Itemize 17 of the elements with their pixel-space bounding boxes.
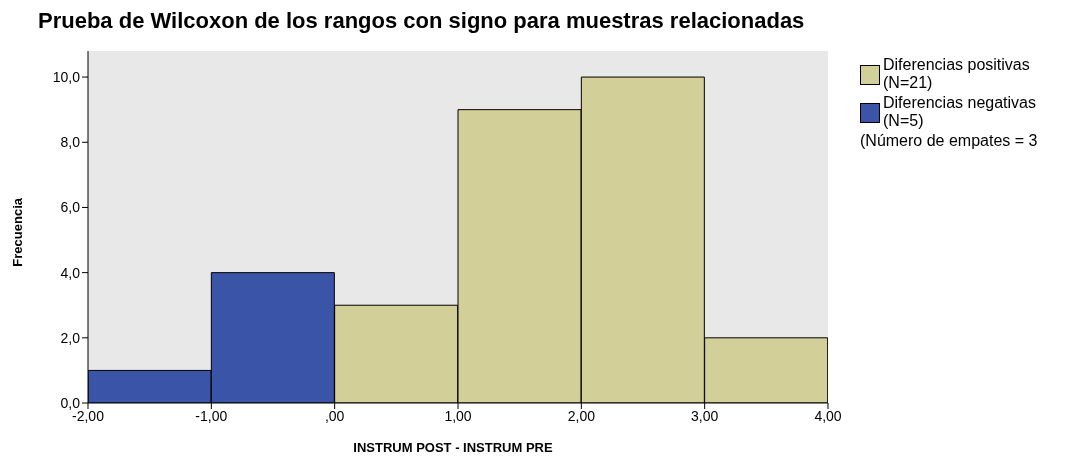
x-axis-title: INSTRUM POST - INSTRUM PRE	[352, 440, 554, 455]
legend-label: Diferencias positivas (N=21)	[883, 56, 1031, 92]
text: (Número de empates = 3	[860, 132, 1039, 150]
x-tick-label: 2,00	[567, 407, 596, 424]
y-axis-title: Frecuencia	[10, 198, 25, 267]
chart-title: Prueba de Wilcoxon de los rangos con signo para muestras relacionadas	[37, 8, 806, 34]
y-tick-label: 10,0	[52, 69, 81, 86]
y-tick-label: 6,0	[60, 199, 81, 216]
x-tick-label: ,00	[324, 407, 345, 424]
legend-label: Diferencias negativas (N=5)	[883, 94, 1037, 130]
y-tick-label: 2,0	[60, 329, 81, 346]
x-tick-label: 3,00	[691, 407, 719, 424]
y-tick-label: 8,0	[60, 134, 81, 151]
x-tick-label: -1,00	[195, 407, 228, 424]
y-tick-label: 4,0	[60, 264, 81, 281]
x-tick-label: 1,00	[444, 407, 472, 424]
x-tick-label: 4,00	[814, 407, 842, 424]
